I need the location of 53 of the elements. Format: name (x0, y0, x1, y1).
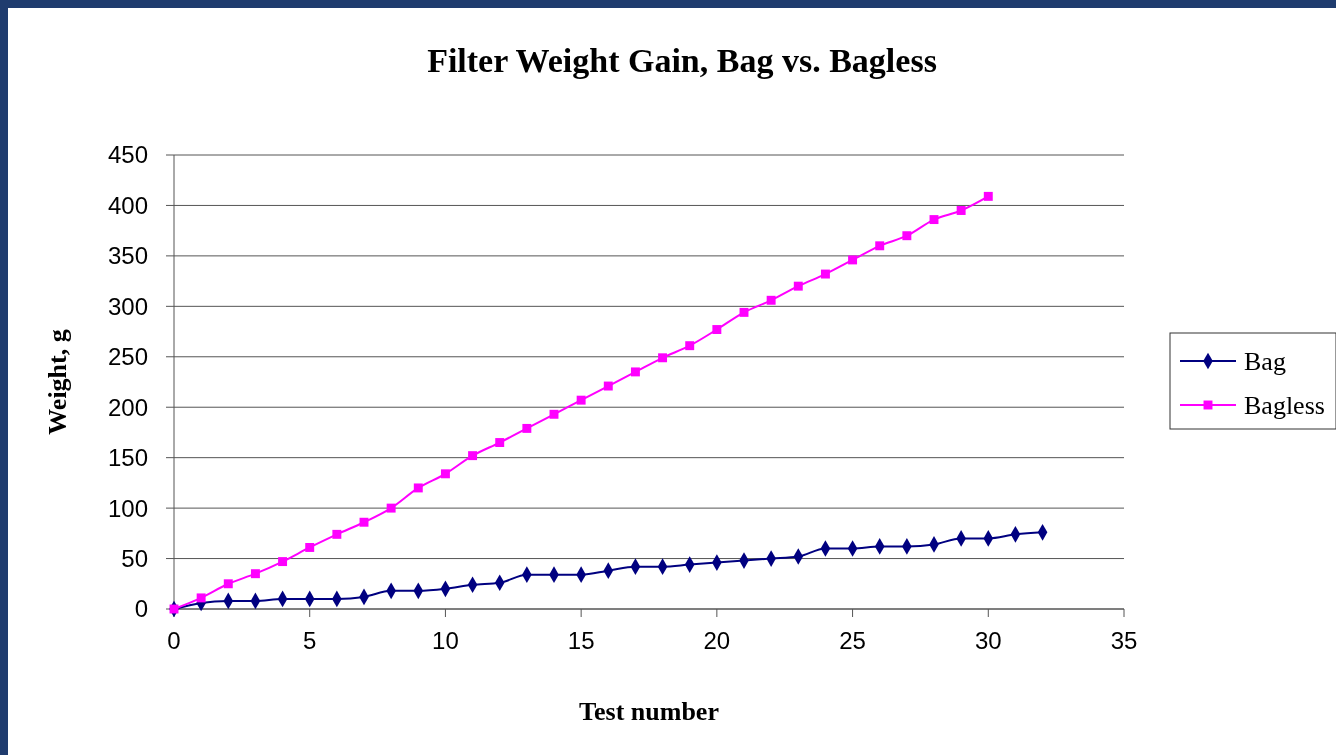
x-tick-label: 0 (167, 627, 181, 654)
point (576, 395, 586, 405)
point (739, 307, 749, 317)
point (332, 529, 342, 539)
point (793, 281, 803, 291)
point (956, 206, 966, 215)
x-tick-label: 30 (974, 627, 1002, 654)
x-tick-label: 5 (303, 627, 317, 654)
y-tick-label: 450 (107, 141, 148, 169)
chart-title: Filter Weight Gain, Bag vs. Bagless (427, 42, 937, 79)
point (549, 409, 559, 419)
y-tick-label: 400 (107, 191, 148, 219)
point (902, 231, 912, 241)
x-tick-label: 15 (567, 627, 595, 654)
point (766, 295, 776, 305)
point (929, 215, 939, 225)
point (278, 557, 288, 567)
x-tick-label: 25 (839, 627, 866, 654)
point (522, 423, 532, 433)
y-tick-label: 50 (121, 544, 148, 572)
point (250, 569, 260, 579)
point (603, 381, 613, 391)
point (413, 483, 423, 493)
legend-label: Bagless (1244, 391, 1325, 421)
x-tick-label: 10 (432, 627, 459, 654)
point (223, 579, 233, 589)
y-axis-title: Weight, g (43, 329, 72, 435)
point (305, 542, 315, 552)
point (983, 191, 993, 201)
y-tick-label: 0 (134, 595, 148, 623)
point (196, 593, 206, 603)
point (848, 255, 858, 265)
point (440, 469, 450, 479)
point (658, 353, 668, 363)
point (875, 241, 885, 251)
y-tick-label: 150 (107, 444, 148, 472)
y-tick-label: 250 (107, 343, 148, 371)
y-tick-label: 350 (107, 242, 148, 270)
legend-label: Bag (1244, 347, 1286, 377)
point (359, 517, 369, 527)
point (495, 438, 505, 448)
x-tick-label: 35 (1110, 627, 1138, 654)
point (630, 367, 640, 377)
point (468, 451, 478, 461)
point (386, 503, 396, 513)
x-axis-title: Test number (579, 697, 719, 726)
x-tick-label: 20 (703, 627, 731, 654)
point (820, 269, 830, 279)
y-tick-label: 300 (107, 292, 148, 320)
y-tick-label: 200 (107, 393, 148, 421)
y-tick-label: 100 (107, 494, 148, 522)
point (685, 341, 695, 351)
point (712, 325, 722, 335)
